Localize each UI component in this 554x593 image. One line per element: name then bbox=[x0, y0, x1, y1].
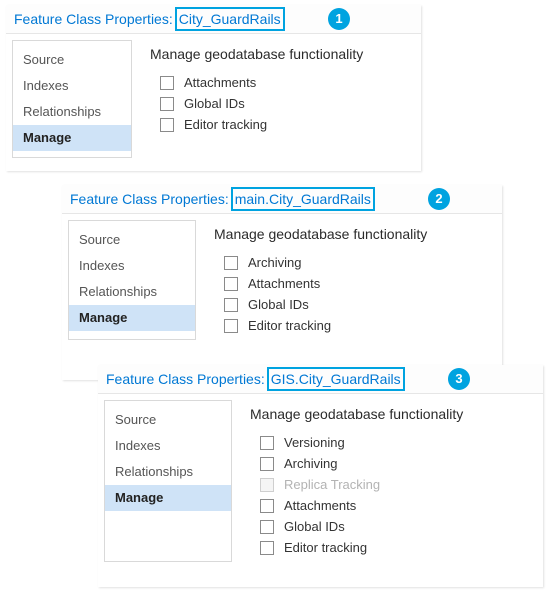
title-prefix: Feature Class Properties: bbox=[70, 191, 229, 207]
section-title: Manage geodatabase functionality bbox=[214, 226, 486, 242]
option-row: Replica Tracking bbox=[250, 474, 527, 495]
option-label: Versioning bbox=[284, 435, 345, 450]
option-row[interactable]: Attachments bbox=[150, 72, 405, 93]
sidebar-item[interactable]: Relationships bbox=[105, 459, 231, 485]
content-area: Manage geodatabase functionality Attachme… bbox=[132, 40, 415, 158]
option-label: Attachments bbox=[284, 498, 356, 513]
sidebar-item[interactable]: Manage bbox=[105, 485, 231, 511]
option-label: Archiving bbox=[284, 456, 337, 471]
sidebar: SourceIndexesRelationshipsManage bbox=[12, 40, 132, 158]
checkbox[interactable] bbox=[260, 520, 274, 534]
sidebar-item[interactable]: Source bbox=[13, 47, 131, 73]
option-row[interactable]: Attachments bbox=[214, 273, 486, 294]
option-row[interactable]: Archiving bbox=[250, 453, 527, 474]
sidebar-item[interactable]: Manage bbox=[13, 125, 131, 151]
option-row[interactable]: Editor tracking bbox=[214, 315, 486, 336]
option-label: Attachments bbox=[248, 276, 320, 291]
option-row[interactable]: Global IDs bbox=[214, 294, 486, 315]
sidebar-item[interactable]: Relationships bbox=[69, 279, 195, 305]
sidebar: SourceIndexesRelationshipsManage bbox=[68, 220, 196, 340]
sidebar: SourceIndexesRelationshipsManage bbox=[104, 400, 232, 562]
option-label: Archiving bbox=[248, 255, 301, 270]
title-prefix: Feature Class Properties: bbox=[14, 11, 173, 27]
option-label: Attachments bbox=[184, 75, 256, 90]
step-badge: 1 bbox=[328, 8, 350, 30]
sidebar-item[interactable]: Indexes bbox=[105, 433, 231, 459]
step-badge: 2 bbox=[428, 188, 450, 210]
section-title: Manage geodatabase functionality bbox=[150, 46, 405, 62]
title-bar: Feature Class Properties:GIS.City_GuardR… bbox=[98, 365, 543, 394]
checkbox[interactable] bbox=[160, 97, 174, 111]
option-row[interactable]: Attachments bbox=[250, 495, 527, 516]
content-area: Manage geodatabase functionality Archivin… bbox=[196, 220, 496, 340]
option-label: Global IDs bbox=[184, 96, 245, 111]
properties-panel: Feature Class Properties:City_GuardRails… bbox=[6, 5, 421, 171]
sidebar-item[interactable]: Source bbox=[105, 407, 231, 433]
checkbox bbox=[260, 478, 274, 492]
option-label: Global IDs bbox=[248, 297, 309, 312]
checkbox[interactable] bbox=[260, 499, 274, 513]
sidebar-item[interactable]: Indexes bbox=[69, 253, 195, 279]
checkbox[interactable] bbox=[224, 277, 238, 291]
option-row[interactable]: Editor tracking bbox=[150, 114, 405, 135]
title-class-name: main.City_GuardRails bbox=[231, 187, 375, 211]
step-badge: 3 bbox=[448, 368, 470, 390]
title-bar: Feature Class Properties:City_GuardRails bbox=[6, 5, 421, 34]
title-class-name: City_GuardRails bbox=[175, 7, 285, 31]
option-row[interactable]: Global IDs bbox=[150, 93, 405, 114]
sidebar-item[interactable]: Indexes bbox=[13, 73, 131, 99]
panel-body: SourceIndexesRelationshipsManageManage g… bbox=[62, 214, 502, 350]
option-row[interactable]: Global IDs bbox=[250, 516, 527, 537]
option-label: Global IDs bbox=[284, 519, 345, 534]
option-label: Editor tracking bbox=[284, 540, 367, 555]
properties-panel: Feature Class Properties:GIS.City_GuardR… bbox=[98, 365, 543, 587]
sidebar-item[interactable]: Relationships bbox=[13, 99, 131, 125]
checkbox[interactable] bbox=[160, 118, 174, 132]
option-label: Replica Tracking bbox=[284, 477, 380, 492]
option-row[interactable]: Archiving bbox=[214, 252, 486, 273]
checkbox[interactable] bbox=[224, 256, 238, 270]
sidebar-item[interactable]: Manage bbox=[69, 305, 195, 331]
checkbox[interactable] bbox=[224, 319, 238, 333]
title-class-name: GIS.City_GuardRails bbox=[267, 367, 405, 391]
option-label: Editor tracking bbox=[184, 117, 267, 132]
checkbox[interactable] bbox=[260, 436, 274, 450]
option-label: Editor tracking bbox=[248, 318, 331, 333]
option-row[interactable]: Editor tracking bbox=[250, 537, 527, 558]
checkbox[interactable] bbox=[260, 457, 274, 471]
checkbox[interactable] bbox=[224, 298, 238, 312]
sidebar-item[interactable]: Source bbox=[69, 227, 195, 253]
checkbox[interactable] bbox=[160, 76, 174, 90]
section-title: Manage geodatabase functionality bbox=[250, 406, 527, 422]
title-prefix: Feature Class Properties: bbox=[106, 371, 265, 387]
panel-body: SourceIndexesRelationshipsManageManage g… bbox=[98, 394, 543, 572]
properties-panel: Feature Class Properties:main.City_Guard… bbox=[62, 185, 502, 380]
option-row[interactable]: Versioning bbox=[250, 432, 527, 453]
content-area: Manage geodatabase functionality Versioni… bbox=[232, 400, 537, 562]
checkbox[interactable] bbox=[260, 541, 274, 555]
panel-body: SourceIndexesRelationshipsManageManage g… bbox=[6, 34, 421, 168]
